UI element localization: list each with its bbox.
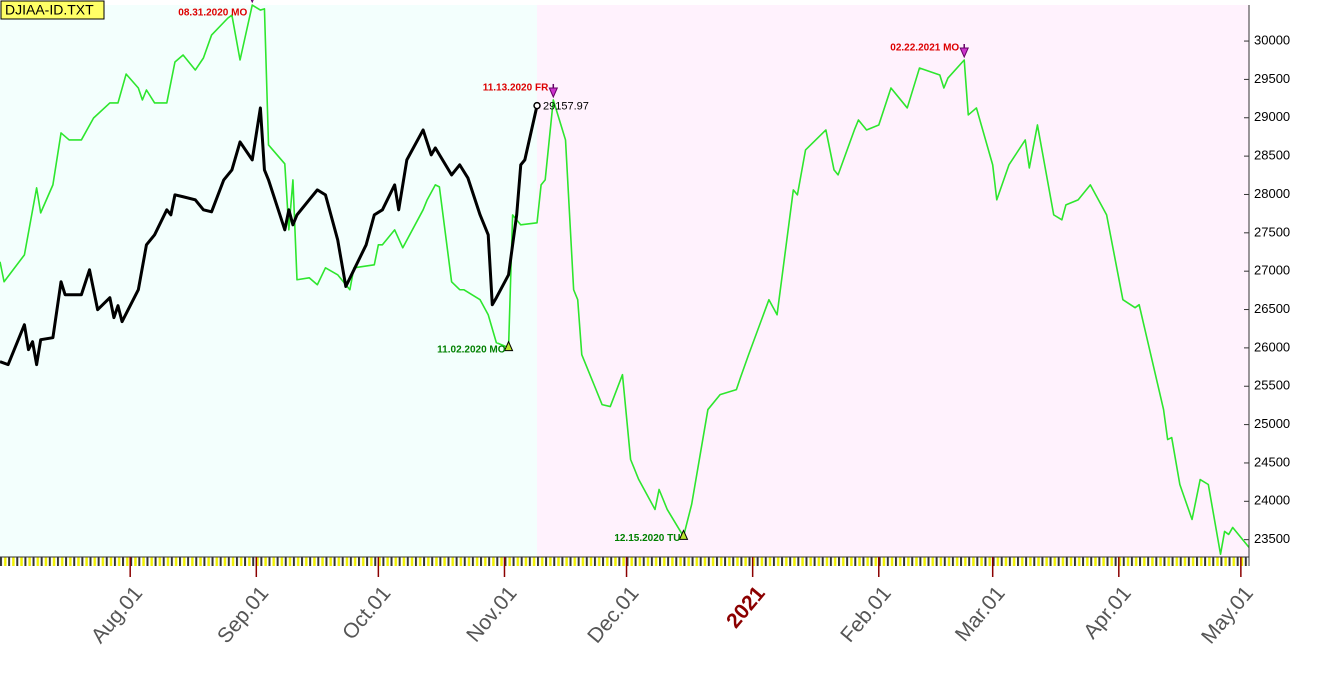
- y-tick-label: 29000: [1254, 109, 1290, 124]
- high-marker: [250, 0, 254, 4]
- y-tick-label: 29500: [1254, 71, 1290, 86]
- x-tick-label: Dec.01: [583, 582, 643, 648]
- x-tick-label: Oct.01: [338, 582, 395, 644]
- forecast-background: [537, 5, 1249, 557]
- y-tick-label: 24500: [1254, 454, 1290, 469]
- end-point: [533, 101, 541, 110]
- series-line: [0, 105, 539, 367]
- series-line: [0, 4, 1250, 556]
- title-box: [0, 0, 105, 20]
- y-tick-label: 25000: [1254, 416, 1290, 431]
- x-tick-label: May.01: [1197, 582, 1258, 648]
- y-tick-label: 28000: [1254, 186, 1290, 201]
- day-tick-strip: [0, 557, 1249, 566]
- y-tick-label: 30000: [1254, 32, 1290, 47]
- annotation-label: 08.31.2020 MO: [178, 8, 247, 19]
- y-tick-label: 28500: [1254, 148, 1290, 163]
- annotation-label: 02.22.2021 MO: [890, 43, 959, 54]
- y-tick-label: 24000: [1254, 493, 1290, 508]
- x-tick-label: Nov.01: [462, 582, 521, 647]
- x-tick-label: Aug.01: [87, 582, 147, 648]
- y-tick-label: 26000: [1254, 339, 1290, 354]
- y-tick-label: 23500: [1254, 531, 1290, 546]
- history-background: [0, 5, 538, 557]
- annotation-label: 12.15.2020 TU: [614, 533, 680, 544]
- annotation-label: 11.02.2020 MO: [437, 344, 506, 355]
- x-tick-label: Feb.01: [836, 582, 896, 647]
- y-tick-label: 27000: [1254, 263, 1290, 278]
- x-tick-label: Mar.01: [951, 582, 1010, 646]
- y-tick-label: 26500: [1254, 301, 1290, 316]
- low-marker: [678, 529, 689, 540]
- chart-title: DJIAA-ID.TXT: [5, 2, 94, 18]
- low-marker: [503, 340, 514, 352]
- y-tick-label: 25500: [1254, 378, 1290, 393]
- x-tick-label: Sep.01: [213, 582, 273, 648]
- end-value-label: 29157.97: [543, 101, 589, 113]
- x-tick-label: Apr.01: [1079, 582, 1136, 643]
- annotation-label: 11.13.2020 FR: [483, 83, 549, 94]
- x-tick-label: 2021: [722, 582, 770, 633]
- y-tick-label: 27500: [1254, 224, 1290, 239]
